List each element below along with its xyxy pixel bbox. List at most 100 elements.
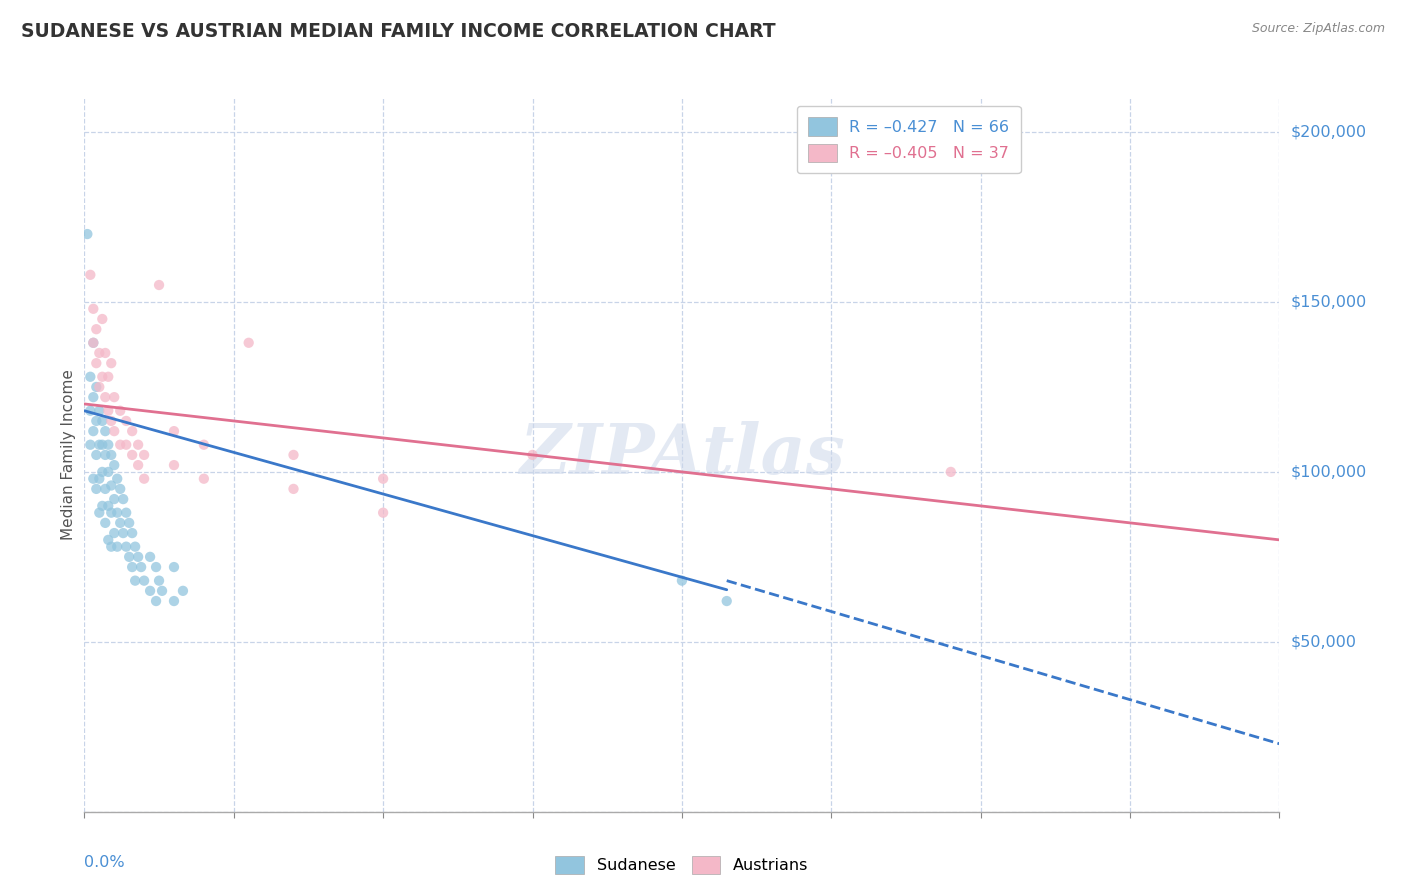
- Point: [671, 574, 693, 588]
- Point: [91, 312, 114, 326]
- Point: [238, 335, 260, 350]
- Point: [115, 414, 138, 428]
- Point: [115, 506, 138, 520]
- Point: [124, 540, 146, 554]
- Point: [82, 335, 104, 350]
- Point: [86, 448, 108, 462]
- Point: [110, 516, 132, 530]
- Point: [89, 472, 111, 486]
- Point: [103, 390, 125, 404]
- Point: [121, 560, 143, 574]
- Point: [150, 583, 173, 598]
- Point: [148, 574, 170, 588]
- Point: [163, 594, 186, 608]
- Point: [105, 540, 128, 554]
- Point: [283, 448, 305, 462]
- Point: [103, 458, 125, 472]
- Point: [105, 506, 128, 520]
- Point: [94, 448, 117, 462]
- Point: [97, 533, 120, 547]
- Point: [82, 335, 104, 350]
- Point: [112, 492, 135, 507]
- Point: [105, 472, 128, 486]
- Point: [100, 448, 122, 462]
- Point: [115, 438, 138, 452]
- Point: [129, 560, 152, 574]
- Point: [86, 380, 108, 394]
- Y-axis label: Median Family Income: Median Family Income: [60, 369, 76, 541]
- Point: [94, 346, 117, 360]
- Point: [103, 492, 125, 507]
- Point: [86, 356, 108, 370]
- Point: [94, 424, 117, 438]
- Point: [82, 390, 104, 404]
- Point: [91, 465, 114, 479]
- Point: [89, 346, 111, 360]
- Point: [100, 478, 122, 492]
- Point: [86, 322, 108, 336]
- Point: [97, 403, 120, 417]
- Point: [82, 424, 104, 438]
- Text: ZIPAtlas: ZIPAtlas: [519, 421, 845, 489]
- Point: [371, 472, 394, 486]
- Text: $50,000: $50,000: [1291, 634, 1357, 649]
- Point: [145, 560, 167, 574]
- Point: [132, 472, 156, 486]
- Point: [89, 506, 111, 520]
- Legend: Sudanese, Austrians: Sudanese, Austrians: [547, 847, 817, 882]
- Point: [139, 549, 162, 564]
- Point: [89, 380, 111, 394]
- Point: [110, 482, 132, 496]
- Point: [145, 594, 167, 608]
- Point: [91, 438, 114, 452]
- Text: Source: ZipAtlas.com: Source: ZipAtlas.com: [1251, 22, 1385, 36]
- Point: [91, 499, 114, 513]
- Point: [118, 549, 141, 564]
- Text: $200,000: $200,000: [1291, 125, 1367, 140]
- Point: [103, 424, 125, 438]
- Point: [716, 594, 738, 608]
- Text: SUDANESE VS AUSTRIAN MEDIAN FAMILY INCOME CORRELATION CHART: SUDANESE VS AUSTRIAN MEDIAN FAMILY INCOM…: [21, 22, 776, 41]
- Point: [124, 574, 146, 588]
- Point: [172, 583, 194, 598]
- Point: [371, 506, 394, 520]
- Point: [110, 438, 132, 452]
- Point: [283, 482, 305, 496]
- Point: [79, 403, 101, 417]
- Point: [193, 438, 215, 452]
- Point: [79, 268, 101, 282]
- Point: [94, 482, 117, 496]
- Point: [89, 438, 111, 452]
- Point: [132, 448, 156, 462]
- Point: [91, 414, 114, 428]
- Point: [97, 499, 120, 513]
- Point: [82, 472, 104, 486]
- Point: [86, 414, 108, 428]
- Point: [163, 560, 186, 574]
- Point: [86, 482, 108, 496]
- Point: [89, 403, 111, 417]
- Point: [94, 516, 117, 530]
- Point: [97, 465, 120, 479]
- Point: [132, 574, 156, 588]
- Text: $150,000: $150,000: [1291, 294, 1367, 310]
- Point: [939, 465, 962, 479]
- Point: [522, 448, 544, 462]
- Point: [79, 369, 101, 384]
- Point: [139, 583, 162, 598]
- Point: [127, 438, 149, 452]
- Point: [118, 516, 141, 530]
- Point: [76, 227, 98, 241]
- Point: [82, 301, 104, 316]
- Point: [148, 278, 170, 293]
- Point: [97, 369, 120, 384]
- Point: [163, 424, 186, 438]
- Point: [97, 438, 120, 452]
- Point: [112, 526, 135, 541]
- Point: [110, 403, 132, 417]
- Point: [193, 472, 215, 486]
- Point: [79, 438, 101, 452]
- Point: [94, 390, 117, 404]
- Point: [127, 458, 149, 472]
- Point: [121, 448, 143, 462]
